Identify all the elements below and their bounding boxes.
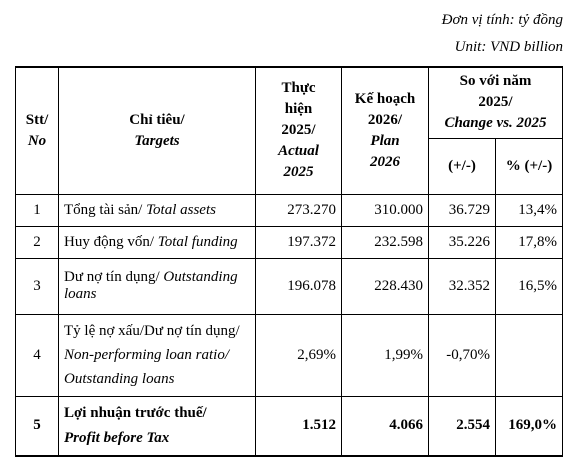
- row-target: Dư nợ tín dụng/ Outstanding loans: [58, 257, 256, 315]
- row-pct: 16,5%: [495, 257, 563, 315]
- row-target-vi: Lợi nhuận trước thuế/: [64, 404, 207, 421]
- row-no: 1: [15, 193, 59, 227]
- header-no-en: No: [27, 132, 47, 149]
- header-plan: Kế hoạch 2026/ Plan 2026: [341, 66, 429, 195]
- table-row-total: 5 Lợi nhuận trước thuế/ Profit before Ta…: [15, 395, 563, 457]
- row-actual: 197.372: [255, 225, 342, 259]
- table-row: 1 Tổng tài sản/ Total assets 273.270 310…: [15, 193, 563, 227]
- row-plan: 4.066: [341, 395, 429, 457]
- header-targets-en: Targets: [134, 132, 180, 149]
- header-compare-en: Change vs. 2025: [444, 115, 547, 132]
- row-target: Tổng tài sản/ Total assets: [58, 193, 256, 227]
- row-target: Lợi nhuận trước thuế/ Profit before Tax: [58, 395, 256, 457]
- unit-label-en: Unit: VND billion: [454, 39, 563, 55]
- row-pct: 17,8%: [495, 225, 563, 259]
- header-targets: Chỉ tiêu/ Targets: [58, 66, 256, 195]
- row-target-en: Total funding: [157, 233, 238, 250]
- table-row: 4 Tỷ lệ nợ xấu/Dư nợ tín dụng/ Non-perfo…: [15, 313, 563, 397]
- header-actual-vi-1: Thực: [281, 80, 316, 97]
- row-target: Huy động vốn/ Total funding: [58, 225, 256, 259]
- header-actual-vi-3: 2025/: [281, 122, 316, 139]
- row-target-vi: Dư nợ tín dụng/: [64, 269, 164, 285]
- row-plan: 310.000: [341, 193, 429, 227]
- header-plan-en-2: 2026: [370, 153, 400, 170]
- row-target-vi: Tỷ lệ nợ xấu/Dư nợ tín dụng/: [64, 323, 240, 339]
- row-target-en: Total assets: [146, 201, 216, 218]
- row-diff: 2.554: [428, 395, 496, 457]
- row-actual: 273.270: [255, 193, 342, 227]
- row-plan: 228.430: [341, 257, 429, 315]
- row-diff: 35.226: [428, 225, 496, 259]
- row-target-en: Profit before Tax: [64, 429, 170, 446]
- row-target-en: Non-performing loan ratio/: [64, 347, 230, 363]
- row-no: 3: [15, 257, 59, 315]
- header-plan-en-1: Plan: [370, 132, 400, 149]
- row-no: 4: [15, 313, 59, 397]
- unit-label-vi: Đơn vị tính: tỷ đồng: [441, 12, 563, 28]
- header-actual-vi-2: hiện: [284, 101, 313, 118]
- header-targets-vi: Chỉ tiêu/: [129, 111, 185, 128]
- row-no: 5: [15, 395, 59, 457]
- row-pct: [495, 313, 563, 397]
- row-no: 2: [15, 225, 59, 259]
- row-target: Tỷ lệ nợ xấu/Dư nợ tín dụng/ Non-perform…: [58, 313, 256, 397]
- row-diff: -0,70%: [428, 313, 496, 397]
- row-plan: 232.598: [341, 225, 429, 259]
- row-pct: 169,0%: [495, 395, 563, 457]
- table-row: 3 Dư nợ tín dụng/ Outstanding loans 196.0…: [15, 257, 563, 315]
- row-target-en: Outstanding: [163, 269, 238, 285]
- row-actual: 196.078: [255, 257, 342, 315]
- table-row: 2 Huy động vốn/ Total funding 197.372 23…: [15, 225, 563, 259]
- row-actual: 2,69%: [255, 313, 342, 397]
- header-plan-vi-2: 2026/: [367, 111, 403, 128]
- row-target-vi: Huy động vốn/: [64, 233, 158, 250]
- header-plan-vi-1: Kế hoạch: [354, 90, 416, 107]
- row-target-en-2: loans: [64, 286, 97, 302]
- header-compare: So với năm 2025/ Change vs. 2025: [428, 66, 563, 139]
- header-actual-en-1: Actual: [278, 143, 319, 160]
- header-compare-vi-2: 2025/: [478, 94, 513, 111]
- header-no: Stt/ No: [15, 66, 59, 195]
- header-no-vi: Stt/: [25, 111, 49, 128]
- row-pct: 13,4%: [495, 193, 563, 227]
- row-plan: 1,99%: [341, 313, 429, 397]
- header-actual: Thực hiện 2025/ Actual 2025: [255, 66, 342, 195]
- header-pct: % (+/-): [495, 137, 563, 195]
- row-actual: 1.512: [255, 395, 342, 457]
- header-actual-en-2: 2025: [283, 164, 314, 181]
- row-target-vi: Tổng tài sản/: [64, 201, 147, 218]
- targets-table: Stt/ No Chỉ tiêu/ Targets Thực hiện 2025…: [15, 66, 563, 457]
- row-diff: 32.352: [428, 257, 496, 315]
- header-diff: (+/-): [428, 137, 496, 195]
- row-diff: 36.729: [428, 193, 496, 227]
- header-compare-vi-1: So với năm: [459, 73, 532, 90]
- row-target-en-2: Outstanding loans: [64, 371, 175, 387]
